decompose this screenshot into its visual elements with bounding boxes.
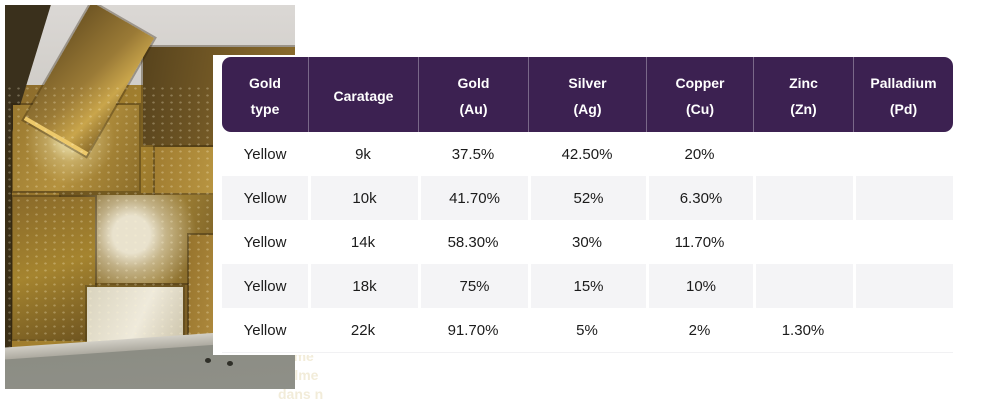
- header-cell-copper-cu: Copper (Cu): [646, 57, 753, 132]
- cell-gold-type: Yellow: [243, 145, 287, 163]
- cell-copper: 10%: [646, 264, 753, 308]
- cell-gold-type: Yellow: [243, 233, 287, 251]
- header-cell-gold-au: Gold (Au): [418, 57, 528, 132]
- header-cell-caratage: Caratage: [308, 57, 418, 132]
- table-row: Yellow 10k 41.70% 52% 6.30%: [222, 176, 953, 220]
- header-cell-silver-ag: Silver (Ag): [528, 57, 646, 132]
- cell-copper: 20%: [684, 145, 715, 163]
- floor-speck: [205, 358, 211, 363]
- cell-gold-type: Yellow: [222, 264, 308, 308]
- cell-caratage: 18k: [308, 264, 418, 308]
- cell-gold: 75%: [418, 264, 528, 308]
- cell-zinc: [753, 264, 853, 308]
- cell-palladium: [853, 220, 953, 264]
- cell-caratage: 22k: [350, 321, 376, 339]
- cell-copper: 11.70%: [674, 233, 725, 251]
- header-cell-gold-type: Gold type: [249, 74, 281, 117]
- cell-silver: 5%: [576, 321, 598, 339]
- crate-edge: [5, 83, 12, 349]
- cell-caratage: 9k: [355, 145, 371, 163]
- table-body: Yellow 9k 37.5% 42.50% 20% Yellow 10k 41…: [222, 132, 953, 353]
- cell-silver: 30%: [571, 233, 603, 251]
- cell-palladium: [853, 132, 953, 176]
- cell-gold-type: Yellow: [222, 176, 308, 220]
- cell-copper: 2%: [688, 321, 711, 339]
- cell-silver: 15%: [528, 264, 646, 308]
- cell-silver: 42.50%: [561, 145, 613, 163]
- table-header-row: Gold type Caratage Gold (Au) Silver (Ag)…: [222, 57, 953, 132]
- cell-palladium: [853, 308, 953, 352]
- cell-zinc: 1.30%: [781, 321, 825, 339]
- cell-palladium: [853, 176, 953, 220]
- cell-gold: 37.5%: [451, 145, 495, 163]
- cell-gold: 91.70%: [447, 321, 499, 339]
- floor-speck: [227, 361, 233, 366]
- table-row: Yellow 9k 37.5% 42.50% 20%: [222, 132, 953, 176]
- table-row: Yellow 18k 75% 15% 10%: [222, 264, 953, 308]
- cell-copper: 6.30%: [646, 176, 753, 220]
- cell-gold-type: Yellow: [243, 321, 287, 339]
- cell-gold: 58.30%: [447, 233, 499, 251]
- watermark-line: dans n: [278, 386, 324, 402]
- cell-caratage: 10k: [308, 176, 418, 220]
- gold-bar-shape: [13, 197, 95, 339]
- header-cell-zinc-zn: Zinc (Zn): [753, 57, 853, 132]
- cell-caratage: 14k: [350, 233, 376, 251]
- cell-silver: 52%: [528, 176, 646, 220]
- header-cell-palladium-pd: Palladium (Pd): [853, 57, 953, 132]
- gold-composition-table: Gold type Caratage Gold (Au) Silver (Ag)…: [213, 55, 960, 355]
- cell-zinc: [753, 220, 853, 264]
- table-row: Yellow 14k 58.30% 30% 11.70%: [222, 220, 953, 264]
- cell-gold: 41.70%: [418, 176, 528, 220]
- cell-zinc: [753, 176, 853, 220]
- cell-palladium: [853, 264, 953, 308]
- table-row: Yellow 22k 91.70% 5% 2% 1.30%: [222, 308, 953, 353]
- cell-zinc: [753, 132, 853, 176]
